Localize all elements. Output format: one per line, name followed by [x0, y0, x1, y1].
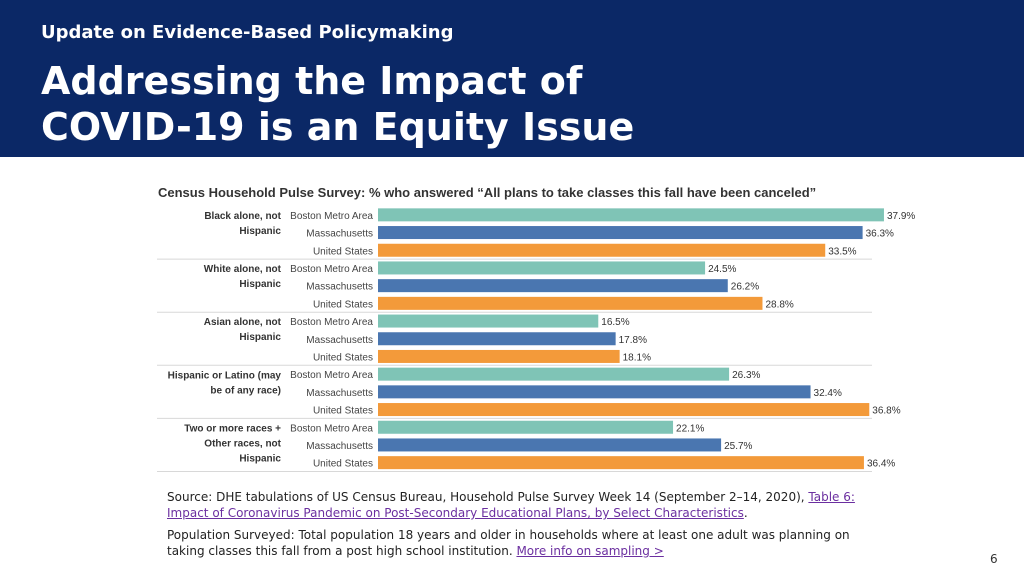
bar	[378, 226, 863, 240]
bar	[378, 243, 826, 257]
slide-subtitle: Update on Evidence-Based Policymaking	[41, 22, 454, 43]
source-notes: Source: DHE tabulations of US Census Bur…	[167, 489, 867, 565]
data-label: 36.3%	[866, 229, 894, 240]
series-label: Boston Metro Area	[290, 317, 373, 328]
group-label: Two or more races +	[184, 423, 281, 434]
table-6-link[interactable]: Table 6: Impact of Coronavirus Pandemic …	[167, 490, 855, 520]
series-label: Massachusetts	[306, 441, 373, 452]
data-label: 36.4%	[867, 459, 895, 470]
data-label: 24.5%	[708, 264, 736, 275]
group-label: Hispanic	[239, 332, 281, 343]
bar	[378, 314, 599, 328]
source-citation: Source: DHE tabulations of US Census Bur…	[167, 489, 867, 521]
data-label: 18.1%	[623, 352, 651, 363]
series-label: Boston Metro Area	[290, 264, 373, 275]
population-note-text: Population Surveyed: Total population 18…	[167, 528, 850, 558]
data-label: 28.8%	[765, 299, 793, 310]
source-citation-end: .	[743, 506, 748, 520]
group-label: Hispanic	[239, 453, 281, 464]
group-label: Hispanic	[239, 226, 281, 237]
group-label: Hispanic or Latino (may	[168, 370, 282, 381]
bar-chart: Census Household Pulse Survey: % who ans…	[157, 185, 916, 472]
series-label: Boston Metro Area	[290, 370, 373, 381]
data-label: 22.1%	[676, 423, 704, 434]
data-label: 36.8%	[872, 406, 900, 417]
group-label: Hispanic	[239, 279, 281, 290]
series-label: Massachusetts	[306, 335, 373, 346]
series-label: Massachusetts	[306, 229, 373, 240]
series-label: United States	[313, 406, 373, 417]
bar	[378, 438, 722, 452]
group-label: be of any race)	[210, 385, 281, 396]
data-label: 16.5%	[601, 317, 629, 328]
series-label: Boston Metro Area	[290, 423, 373, 434]
bar	[378, 208, 884, 222]
group-label: White alone, not	[204, 264, 282, 275]
series-label: United States	[313, 246, 373, 257]
group-label: Black alone, not	[204, 211, 281, 222]
bar	[378, 385, 811, 399]
group-label: Other races, not	[204, 438, 281, 449]
header-banner: Update on Evidence-Based Policymaking Ad…	[0, 0, 1024, 157]
data-label: 32.4%	[814, 388, 842, 399]
series-label: Massachusetts	[306, 282, 373, 293]
series-label: United States	[313, 299, 373, 310]
bar	[378, 403, 870, 417]
page-number: 6	[990, 552, 998, 566]
data-label: 25.7%	[724, 441, 752, 452]
bar	[378, 349, 620, 363]
population-note: Population Surveyed: Total population 18…	[167, 527, 867, 559]
bar	[378, 261, 706, 275]
bar	[378, 279, 728, 293]
data-label: 33.5%	[828, 246, 856, 257]
source-citation-text: Source: DHE tabulations of US Census Bur…	[167, 490, 809, 504]
data-label: 26.3%	[732, 370, 760, 381]
bar	[378, 296, 763, 310]
group-label: Asian alone, not	[204, 317, 282, 328]
series-label: United States	[313, 459, 373, 470]
data-label: 17.8%	[619, 335, 647, 346]
chart-title: Census Household Pulse Survey: % who ans…	[158, 185, 816, 200]
bar	[378, 332, 616, 346]
slide-title: Addressing the Impact of COVID-19 is an …	[41, 59, 635, 149]
bar	[378, 456, 864, 470]
bar	[378, 420, 674, 434]
data-label: 26.2%	[731, 282, 759, 293]
series-label: Massachusetts	[306, 388, 373, 399]
series-label: Boston Metro Area	[290, 211, 373, 222]
bar	[378, 367, 730, 381]
data-label: 37.9%	[887, 211, 915, 222]
sampling-info-link[interactable]: More info on sampling >	[516, 544, 664, 558]
series-label: United States	[313, 352, 373, 363]
